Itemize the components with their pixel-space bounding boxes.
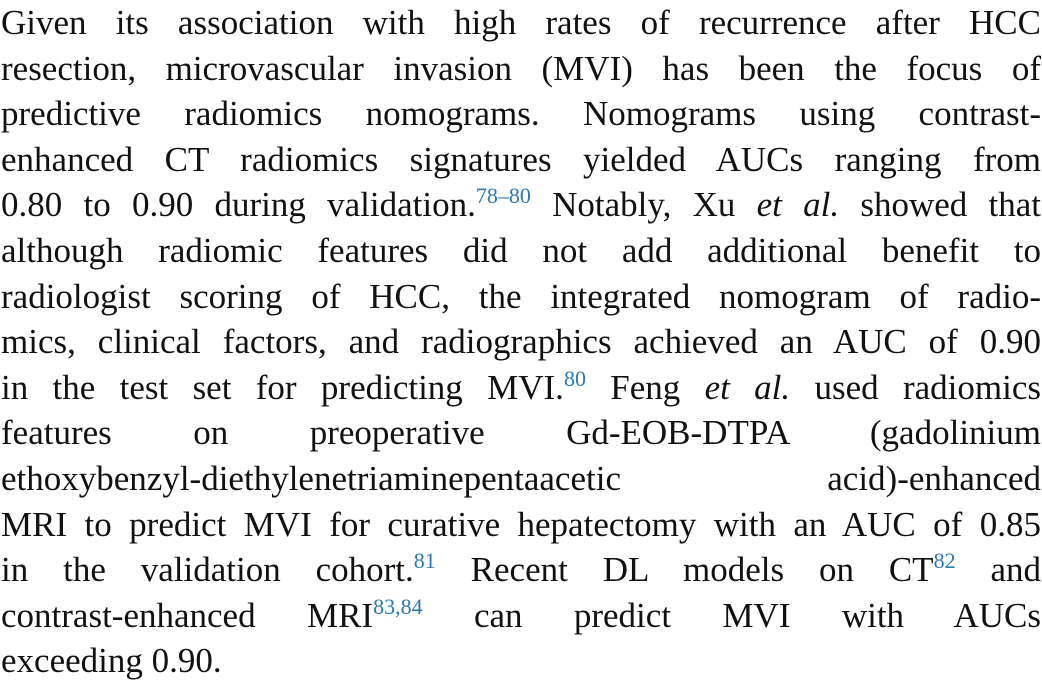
text-line: predictive radiomics nomograms. Nomogram… — [1, 94, 1041, 134]
text-line: features on preoperative Gd-EOB-DTPA (ga… — [1, 413, 1041, 453]
citation-link[interactable]: 83 — [373, 593, 396, 619]
text-line: Given its association with high rates of… — [1, 3, 1041, 42]
text-line: radiologist scoring of HCC, the integrat… — [1, 276, 1041, 316]
text-segment: showed that — [839, 185, 1041, 225]
italic-text: et al. — [704, 367, 791, 407]
text-line: mics, clinical factors, and radiographic… — [1, 322, 1041, 362]
text-line: 0.80 to 0.90 during validation.78–80 Not… — [1, 182, 1041, 228]
text-segment: contrast-enhanced MRI — [1, 595, 374, 635]
text-line: enhanced CT radiomics signatures yielded… — [1, 139, 1041, 179]
text-line: ethoxybenzyl-diethylenetriaminepentaacet… — [1, 458, 1041, 498]
citation-link[interactable]: 84 — [400, 593, 423, 619]
text-segment: and — [955, 550, 1041, 590]
text-line: in the test set for predicting MVI.80 Fe… — [1, 365, 1041, 411]
text-segment: Feng — [585, 367, 705, 407]
text-line: contrast-enhanced MRI83,84 can predict M… — [1, 593, 1041, 639]
text-segment: in the validation cohort. — [1, 550, 414, 590]
text-line: exceeding 0.90. — [1, 641, 222, 681]
italic-text: et al. — [756, 185, 840, 225]
text-segment: 0.80 to 0.90 during validation. — [1, 185, 476, 225]
text-line: although radiomic features did not add a… — [1, 230, 1041, 270]
citation-link[interactable]: 80 — [563, 365, 586, 391]
text-segment: used radiomics — [790, 367, 1041, 407]
citation-link[interactable]: 81 — [413, 548, 436, 574]
text-line: resection, microvascular invasion (MVI) … — [1, 48, 1041, 88]
text-line: MRI to predict MVI for curative hepatect… — [1, 504, 1041, 544]
text-segment: in the test set for predicting MVI. — [1, 367, 564, 407]
text-line: in the validation cohort.81 Recent DL mo… — [1, 547, 1041, 593]
citation-link[interactable]: 82 — [933, 548, 956, 574]
text-segment: can predict MVI with AUCs — [422, 595, 1041, 635]
citation-link[interactable]: 78–80 — [475, 183, 531, 209]
text-segment: Recent DL models on CT — [435, 550, 934, 590]
text-segment: Notably, Xu — [530, 185, 757, 225]
citation-separator: , — [395, 593, 401, 619]
